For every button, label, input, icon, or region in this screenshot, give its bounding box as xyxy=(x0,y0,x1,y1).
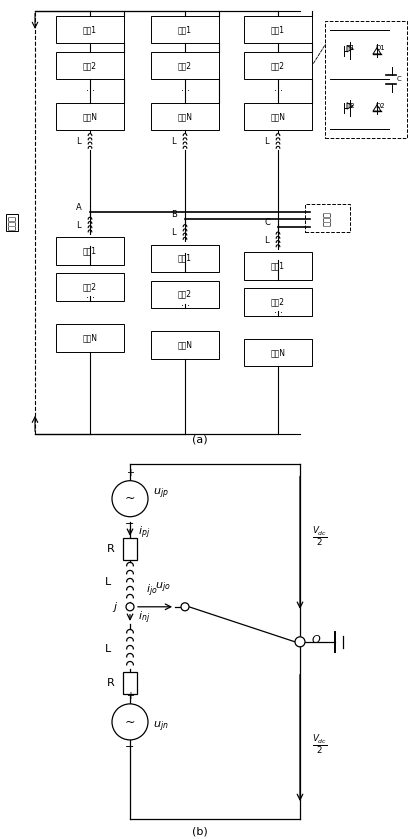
Text: ...: ... xyxy=(273,83,282,93)
Bar xyxy=(151,102,219,130)
Text: L: L xyxy=(76,221,80,230)
Text: 模块1: 模块1 xyxy=(83,25,97,34)
Bar xyxy=(244,16,312,44)
Text: L: L xyxy=(76,138,80,146)
Bar xyxy=(244,339,312,367)
Text: ...: ... xyxy=(273,305,282,315)
Text: L: L xyxy=(264,138,268,146)
Bar xyxy=(56,274,124,300)
Bar xyxy=(325,21,407,138)
Text: L: L xyxy=(264,236,268,245)
Text: 模块1: 模块1 xyxy=(178,254,192,263)
Text: R: R xyxy=(107,678,115,688)
Text: L: L xyxy=(105,576,111,586)
Text: B: B xyxy=(171,211,177,220)
Text: $i_{nj}$: $i_{nj}$ xyxy=(138,610,150,626)
Text: $u_{jn}$: $u_{jn}$ xyxy=(153,720,169,734)
Text: R: R xyxy=(107,544,115,554)
Text: $u_{jo}$: $u_{jo}$ xyxy=(155,581,170,595)
Text: ...: ... xyxy=(85,83,95,93)
Text: 模块N: 模块N xyxy=(83,112,97,121)
Bar xyxy=(56,324,124,352)
Text: +: + xyxy=(126,467,134,477)
Bar xyxy=(244,288,312,315)
Text: $u_{jp}$: $u_{jp}$ xyxy=(153,487,169,501)
Text: 交流侧: 交流侧 xyxy=(323,211,332,226)
Text: L: L xyxy=(171,228,175,237)
Text: 模块1: 模块1 xyxy=(178,25,192,34)
Text: O: O xyxy=(312,635,321,645)
Circle shape xyxy=(181,602,189,611)
Text: T1: T1 xyxy=(346,44,354,50)
Text: −: − xyxy=(125,742,135,752)
Text: C: C xyxy=(264,218,270,227)
Circle shape xyxy=(126,602,134,611)
Text: ...: ... xyxy=(180,83,189,93)
Text: 模块1: 模块1 xyxy=(271,25,285,34)
Text: $\frac{V_{dc}}{2}$: $\frac{V_{dc}}{2}$ xyxy=(312,734,328,757)
Bar xyxy=(56,16,124,44)
Text: L: L xyxy=(105,644,111,654)
Circle shape xyxy=(295,637,305,647)
Text: 模块N: 模块N xyxy=(270,348,286,357)
Bar xyxy=(151,16,219,44)
Text: +: + xyxy=(126,690,134,701)
Bar xyxy=(151,52,219,80)
Text: (b): (b) xyxy=(192,827,208,837)
Text: 模块2: 模块2 xyxy=(271,297,285,306)
Text: ~: ~ xyxy=(125,492,135,505)
Text: 模块N: 模块N xyxy=(83,333,97,342)
Text: 模块2: 模块2 xyxy=(83,61,97,70)
Text: L: L xyxy=(171,138,175,146)
Text: D2: D2 xyxy=(375,103,385,109)
Text: $i_{jo}$: $i_{jo}$ xyxy=(146,582,158,599)
Bar xyxy=(244,102,312,130)
Circle shape xyxy=(112,704,148,740)
Text: $\frac{V_{dc}}{2}$: $\frac{V_{dc}}{2}$ xyxy=(312,526,328,550)
Bar xyxy=(151,245,219,272)
Text: (a): (a) xyxy=(192,435,208,445)
Text: 模块N: 模块N xyxy=(270,112,286,121)
Text: 模块2: 模块2 xyxy=(271,61,285,70)
Text: D1: D1 xyxy=(375,44,385,50)
Text: ...: ... xyxy=(85,290,95,300)
Bar xyxy=(244,252,312,279)
Text: A: A xyxy=(76,203,82,212)
Bar xyxy=(305,205,350,232)
Bar xyxy=(151,331,219,359)
Text: 模块1: 模块1 xyxy=(271,261,285,270)
Text: $i_{pj}$: $i_{pj}$ xyxy=(138,524,150,541)
Text: ...: ... xyxy=(180,298,189,308)
Text: 模块2: 模块2 xyxy=(178,61,192,70)
Bar xyxy=(244,52,312,80)
Circle shape xyxy=(112,481,148,517)
Bar xyxy=(56,237,124,264)
Bar xyxy=(56,52,124,80)
Text: −: − xyxy=(125,519,135,529)
Text: 模块1: 模块1 xyxy=(83,247,97,255)
Bar xyxy=(123,672,137,694)
Bar xyxy=(151,280,219,308)
Text: j: j xyxy=(113,602,116,612)
Text: C: C xyxy=(397,76,402,82)
Text: 模块2: 模块2 xyxy=(83,283,97,291)
Bar xyxy=(123,538,137,560)
Text: 直流侧: 直流侧 xyxy=(7,215,16,230)
Text: T2: T2 xyxy=(346,103,354,109)
Text: 模块N: 模块N xyxy=(178,341,192,350)
Text: ~: ~ xyxy=(125,716,135,728)
Text: 模块2: 模块2 xyxy=(178,289,192,299)
Text: 模块N: 模块N xyxy=(178,112,192,121)
Bar xyxy=(56,102,124,130)
